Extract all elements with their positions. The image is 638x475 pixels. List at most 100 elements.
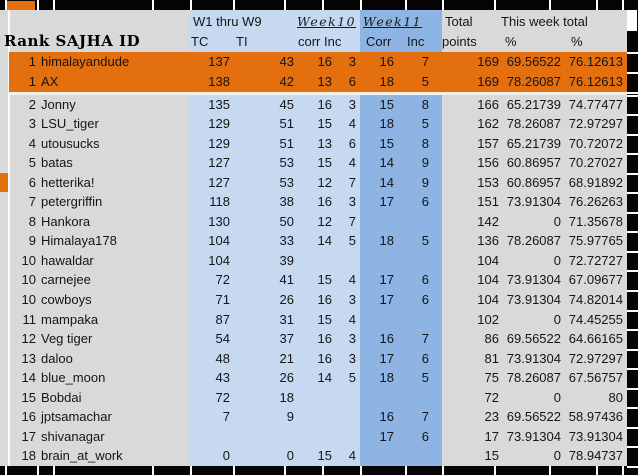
cell-wp[interactable]: 73.91304 (506, 194, 561, 210)
cell-tc[interactable]: 137 (208, 53, 230, 69)
cell-i10[interactable]: 3 (348, 331, 356, 347)
header-week11-inc[interactable]: Inc (407, 34, 425, 49)
cell-c10[interactable]: 15 (317, 155, 332, 171)
cell-pts[interactable]: 166 (477, 96, 499, 112)
cell-tp[interactable]: 78.94737 (568, 448, 623, 464)
cell-wp[interactable]: 60.86957 (506, 155, 561, 171)
cell-id[interactable]: Hankora (41, 213, 91, 229)
cell-pts[interactable]: 142 (477, 213, 499, 229)
cell-i10[interactable] (335, 427, 360, 447)
cell-c10[interactable]: 14 (317, 233, 332, 249)
cell-i10[interactable]: 3 (348, 194, 356, 210)
cell-tp[interactable]: 67.09677 (568, 272, 623, 288)
cell-pts[interactable]: 153 (477, 174, 499, 190)
cell-i11[interactable] (398, 310, 440, 330)
cell-c11[interactable]: 14 (379, 174, 394, 190)
cell-id[interactable]: batas (41, 155, 73, 171)
cell-id[interactable]: cowboys (41, 292, 92, 307)
cell-i10[interactable]: 7 (348, 213, 356, 229)
cell-rank[interactable]: 1 (28, 53, 36, 69)
cell-rank[interactable]: 18 (21, 448, 36, 464)
cell-id[interactable]: petergriffin (41, 194, 103, 210)
cell-wp[interactable]: 65.21739 (506, 96, 561, 112)
cell-pts[interactable]: 162 (477, 116, 499, 132)
cell-tc[interactable]: 71 (215, 292, 230, 307)
cell-c10[interactable]: 16 (317, 53, 332, 69)
cell-tp[interactable]: 72.97297 (568, 350, 623, 366)
cell-ti[interactable]: 39 (279, 252, 294, 268)
header-points[interactable]: points (442, 34, 477, 49)
cell-tp[interactable]: 74.77477 (568, 96, 623, 112)
cell-i10[interactable]: 5 (348, 370, 356, 386)
cell-i11[interactable]: 7 (421, 53, 429, 69)
cell-i10[interactable] (335, 251, 360, 271)
cell-ti[interactable]: 26 (279, 370, 294, 386)
cell-id[interactable]: LSU_tiger (41, 116, 99, 132)
cell-tc[interactable]: 54 (215, 331, 230, 347)
cell-tp[interactable]: 73.91304 (568, 428, 623, 444)
cell-pts[interactable]: 17 (484, 428, 499, 444)
cell-c11[interactable]: 18 (379, 116, 394, 132)
cell-i11[interactable]: 8 (421, 96, 429, 112)
header-rank-sajha-id[interactable]: Rank SAJHA ID (4, 32, 141, 50)
cell-pts[interactable]: 157 (477, 135, 499, 151)
cell-i10[interactable]: 3 (348, 350, 356, 366)
cell-i10[interactable]: 5 (348, 233, 356, 249)
cell-i11[interactable]: 6 (421, 350, 429, 366)
cell-wp[interactable]: 73.91304 (506, 350, 561, 366)
cell-pts[interactable]: 15 (484, 448, 499, 464)
cell-wp[interactable]: 73.91304 (506, 272, 561, 288)
cell-tp[interactable]: 70.27027 (568, 155, 623, 171)
header-week11-corr[interactable]: Corr (366, 34, 392, 49)
cell-rank[interactable]: 9 (28, 233, 36, 249)
cell-i11[interactable]: 5 (421, 116, 429, 132)
cell-pts[interactable]: 104 (477, 252, 499, 268)
cell-ti[interactable]: 26 (279, 292, 294, 307)
cell-tp[interactable]: 72.97297 (568, 116, 623, 132)
cell-tc[interactable] (190, 427, 233, 447)
cell-id[interactable]: jptsamachar (41, 409, 112, 425)
cell-pts[interactable]: 136 (477, 233, 499, 249)
cell-tp[interactable]: 72.72727 (568, 252, 623, 268)
cell-wp[interactable]: 78.26087 (506, 370, 561, 386)
cell-ti[interactable]: 51 (279, 116, 294, 132)
cell-ti[interactable]: 50 (279, 213, 294, 229)
header-ti[interactable]: TI (236, 34, 248, 49)
cell-wp[interactable]: 0 (553, 311, 561, 327)
cell-c11[interactable] (360, 446, 398, 466)
cell-i11[interactable]: 7 (421, 409, 429, 425)
cell-tp[interactable]: 76.12613 (568, 53, 623, 69)
cell-c10[interactable]: 15 (317, 311, 332, 327)
cell-c10[interactable]: 13 (317, 73, 332, 89)
cell-tc[interactable]: 0 (222, 448, 230, 464)
cell-tc[interactable]: 104 (208, 252, 230, 268)
cell-c11[interactable]: 16 (379, 53, 394, 69)
cell-wp[interactable]: 69.56522 (506, 409, 561, 425)
cell-c10[interactable] (297, 251, 335, 271)
cell-i10[interactable]: 4 (348, 311, 356, 327)
cell-i11[interactable]: 6 (421, 272, 429, 288)
cell-pts[interactable]: 104 (477, 292, 499, 307)
cell-c11[interactable]: 17 (379, 194, 394, 210)
cell-c10[interactable]: 16 (317, 331, 332, 347)
cell-c10[interactable]: 16 (317, 350, 332, 366)
cell-tp[interactable]: 67.56757 (568, 370, 623, 386)
cell-i10[interactable]: 4 (348, 272, 356, 288)
header-week10-inc[interactable]: Inc (324, 34, 342, 49)
cell-id[interactable]: himalayandude (41, 53, 130, 69)
header-w1-thru-w9[interactable]: W1 thru W9 (193, 14, 262, 29)
cell-tp[interactable]: 76.26263 (568, 194, 623, 210)
cell-tp[interactable]: 70.72072 (568, 135, 623, 151)
cell-c10[interactable]: 13 (317, 135, 332, 151)
cell-id[interactable]: hetterika! (41, 174, 95, 190)
cell-c11[interactable]: 18 (379, 73, 394, 89)
cell-tc[interactable]: 129 (208, 135, 230, 151)
cell-c10[interactable]: 16 (317, 194, 332, 210)
cell-c11[interactable]: 17 (379, 350, 394, 366)
cell-ti[interactable]: 53 (279, 155, 294, 171)
cell-wp[interactable]: 78.26087 (506, 116, 561, 132)
cell-pts[interactable]: 81 (484, 350, 499, 366)
cell-id[interactable]: utousucks (41, 135, 100, 151)
cell-pts[interactable]: 102 (477, 311, 499, 327)
cell-ti[interactable]: 42 (279, 73, 294, 89)
